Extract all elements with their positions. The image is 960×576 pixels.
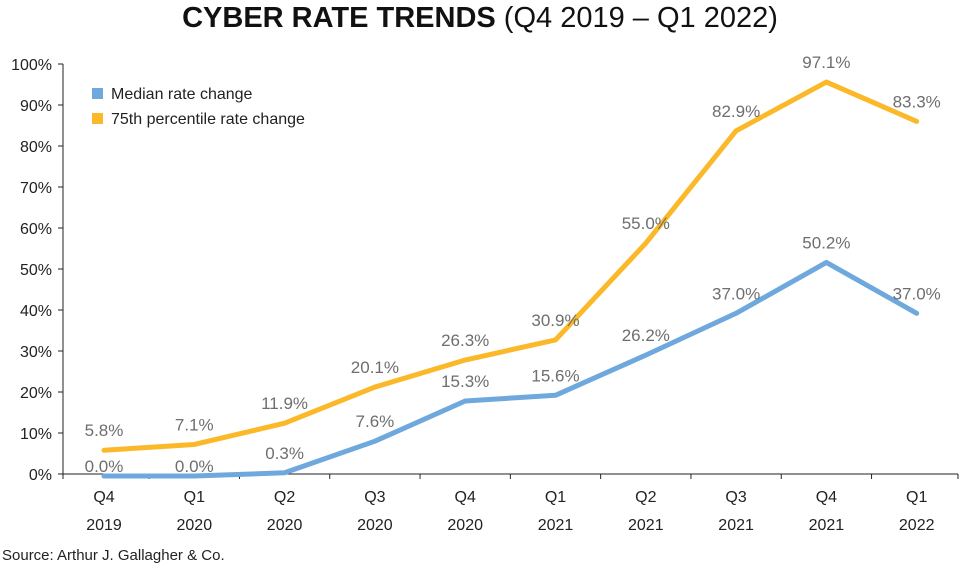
source-note: Source: Arthur J. Gallagher & Co. (2, 547, 225, 564)
x-tick-label-year: 2021 (809, 517, 845, 534)
x-tick-label-quarter: Q1 (906, 489, 927, 506)
percentile75-data-label: 83.3% (893, 92, 941, 111)
x-tick-label-year: 2021 (628, 517, 664, 534)
y-tick-label: 60% (20, 221, 52, 238)
chart-title-bold: CYBER RATE TRENDS (182, 2, 496, 34)
percentile75-data-label: 30.9% (531, 311, 579, 330)
percentile75-series-line (101, 79, 920, 453)
median-data-label: 37.0% (712, 284, 760, 303)
y-tick-label: 40% (20, 303, 52, 320)
x-tick-label-quarter: Q3 (725, 489, 746, 506)
x-tick-label-year: 2020 (267, 517, 303, 534)
median-data-label: 0.0% (85, 457, 124, 476)
percentile75-data-label: 11.9% (261, 394, 308, 413)
x-tick-label-quarter: Q4 (455, 489, 476, 506)
y-tick-label: 50% (20, 262, 52, 279)
y-tick-label: 20% (20, 385, 52, 402)
x-tick-label-quarter: Q1 (545, 489, 566, 506)
y-tick-label: 70% (20, 180, 52, 197)
x-tick-label-quarter: Q3 (364, 489, 385, 506)
median-series-line (101, 259, 920, 479)
median-data-label: 26.2% (622, 326, 670, 345)
percentile75-data-label: 5.8% (85, 421, 124, 440)
percentile75-data-label: 26.3% (441, 331, 489, 350)
x-tick-label-quarter: Q1 (184, 489, 205, 506)
x-tick-label-year: 2021 (718, 517, 754, 534)
median-data-label: 15.3% (441, 372, 489, 391)
legend-label-percentile75: 75th percentile rate change (111, 111, 305, 128)
percentile75-data-label: 20.1% (351, 358, 399, 377)
chart-title: CYBER RATE TRENDS (Q4 2019 – Q1 2022) (0, 2, 960, 35)
x-tick-label-quarter: Q2 (274, 489, 295, 506)
percentile75-data-label: 97.1% (802, 53, 850, 72)
x-tick-label-quarter: Q4 (93, 489, 114, 506)
x-tick-label-year: 2019 (86, 517, 122, 534)
y-tick-label: 0% (29, 467, 52, 484)
y-tick-label: 90% (20, 98, 52, 115)
legend-swatch-median (92, 88, 103, 99)
x-tick-label-quarter: Q4 (816, 489, 837, 506)
y-tick-label: 10% (20, 426, 52, 443)
percentile75-data-label: 55.0% (622, 214, 670, 233)
data-labels: 0.0% 0.0% 0.3% 7.6% 15.3% 15.6% 26.2% 37.0% 50.2… (85, 53, 941, 476)
percentile75-data-label: 7.1% (175, 415, 214, 434)
chart-title-range: (Q4 2019 – Q1 2022) (495, 2, 778, 34)
y-tick-label: 100% (11, 57, 52, 74)
x-tick-label-year: 2020 (447, 517, 483, 534)
median-data-label: 7.6% (356, 412, 395, 431)
x-tick-label-year: 2021 (538, 517, 574, 534)
median-data-label: 50.2% (802, 233, 850, 252)
x-tick-label-year: 2020 (357, 517, 393, 534)
legend: Median rate change 75th percentile rate c… (92, 86, 305, 128)
x-tick-label-year: 2020 (177, 517, 213, 534)
x-tick-label-quarter: Q2 (635, 489, 656, 506)
legend-label-median: Median rate change (111, 86, 253, 103)
y-axis-ticks: 0% 10% 20% 30% 40% 50% 60% 70% 80% 90% 100% (11, 57, 63, 484)
median-data-label: 0.3% (265, 444, 304, 463)
y-tick-label: 80% (20, 139, 52, 156)
x-tick-label-year: 2022 (899, 517, 935, 534)
y-tick-label: 30% (20, 344, 52, 361)
x-axis-ticks: Q4 2019 Q1 2020 Q2 2020 Q3 2020 Q4 2020 Q1 2021 Q2 20… (62, 474, 959, 534)
series-lines (101, 79, 920, 479)
median-data-label: 0.0% (175, 457, 214, 476)
median-data-label: 15.6% (531, 366, 579, 385)
median-data-label: 37.0% (893, 284, 941, 303)
percentile75-data-label: 82.9% (712, 102, 760, 121)
legend-swatch-percentile75 (92, 113, 103, 124)
